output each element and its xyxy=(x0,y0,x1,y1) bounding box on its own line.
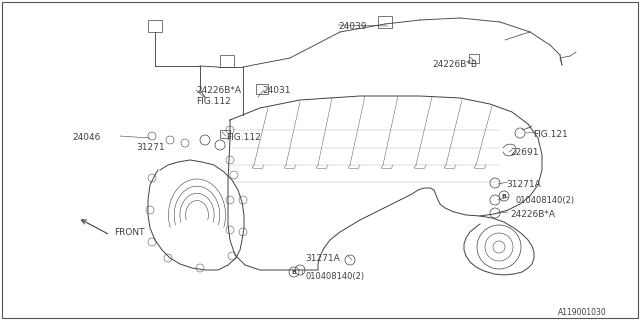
Text: 010408140(2): 010408140(2) xyxy=(516,196,575,205)
Text: B: B xyxy=(292,269,296,275)
Text: 24226B*B: 24226B*B xyxy=(432,60,477,69)
Text: 24039: 24039 xyxy=(338,22,367,31)
Text: FIG.112: FIG.112 xyxy=(226,133,260,142)
Text: 24226B*A: 24226B*A xyxy=(196,86,241,95)
Text: 31271: 31271 xyxy=(136,143,164,152)
Text: FRONT: FRONT xyxy=(114,228,145,236)
Text: B: B xyxy=(502,194,506,198)
Text: 24031: 24031 xyxy=(262,86,291,95)
Text: FIG.121: FIG.121 xyxy=(533,130,568,139)
Text: 010408140(2): 010408140(2) xyxy=(305,272,364,281)
Text: A119001030: A119001030 xyxy=(558,308,607,317)
Text: 24046: 24046 xyxy=(72,133,100,142)
Text: 24226B*A: 24226B*A xyxy=(510,210,555,219)
Text: 22691: 22691 xyxy=(510,148,538,157)
Text: 31271A: 31271A xyxy=(506,180,541,189)
Text: FIG.112: FIG.112 xyxy=(196,97,231,106)
Text: 31271A: 31271A xyxy=(305,254,340,263)
